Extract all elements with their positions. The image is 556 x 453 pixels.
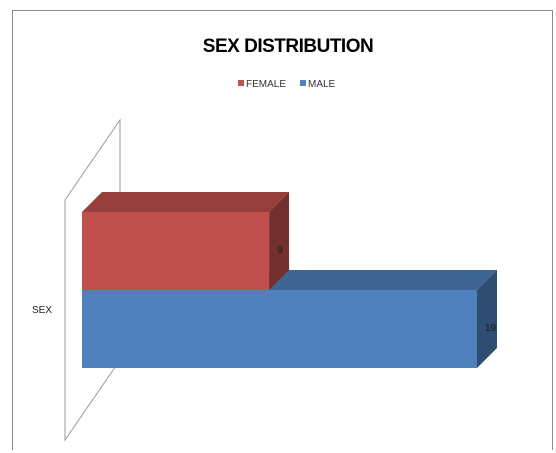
bar-top-female xyxy=(82,192,290,212)
legend-swatch-female xyxy=(238,80,244,86)
bar-side-female xyxy=(269,192,290,290)
legend: FEMALE MALE xyxy=(238,79,336,90)
bar-side-male xyxy=(477,270,497,368)
legend-label-male: MALE xyxy=(308,79,336,90)
legend-label-female: FEMALE xyxy=(246,79,286,90)
bar-front-male xyxy=(82,290,477,368)
bar-female xyxy=(82,192,290,290)
data-labels: 19 9 xyxy=(277,245,496,334)
chart-frame xyxy=(12,10,553,450)
legend-item-male: MALE xyxy=(300,79,336,90)
bars xyxy=(82,192,497,368)
legend-swatch-male xyxy=(300,80,306,86)
bar-front-female xyxy=(82,212,270,290)
data-label-male: 19 xyxy=(485,323,497,334)
legend-item-female: FEMALE xyxy=(238,79,286,90)
chart-title: SEX DISTRIBUTION xyxy=(203,36,373,57)
category-label-sex: SEX xyxy=(32,305,52,316)
data-label-female: 9 xyxy=(277,245,283,256)
